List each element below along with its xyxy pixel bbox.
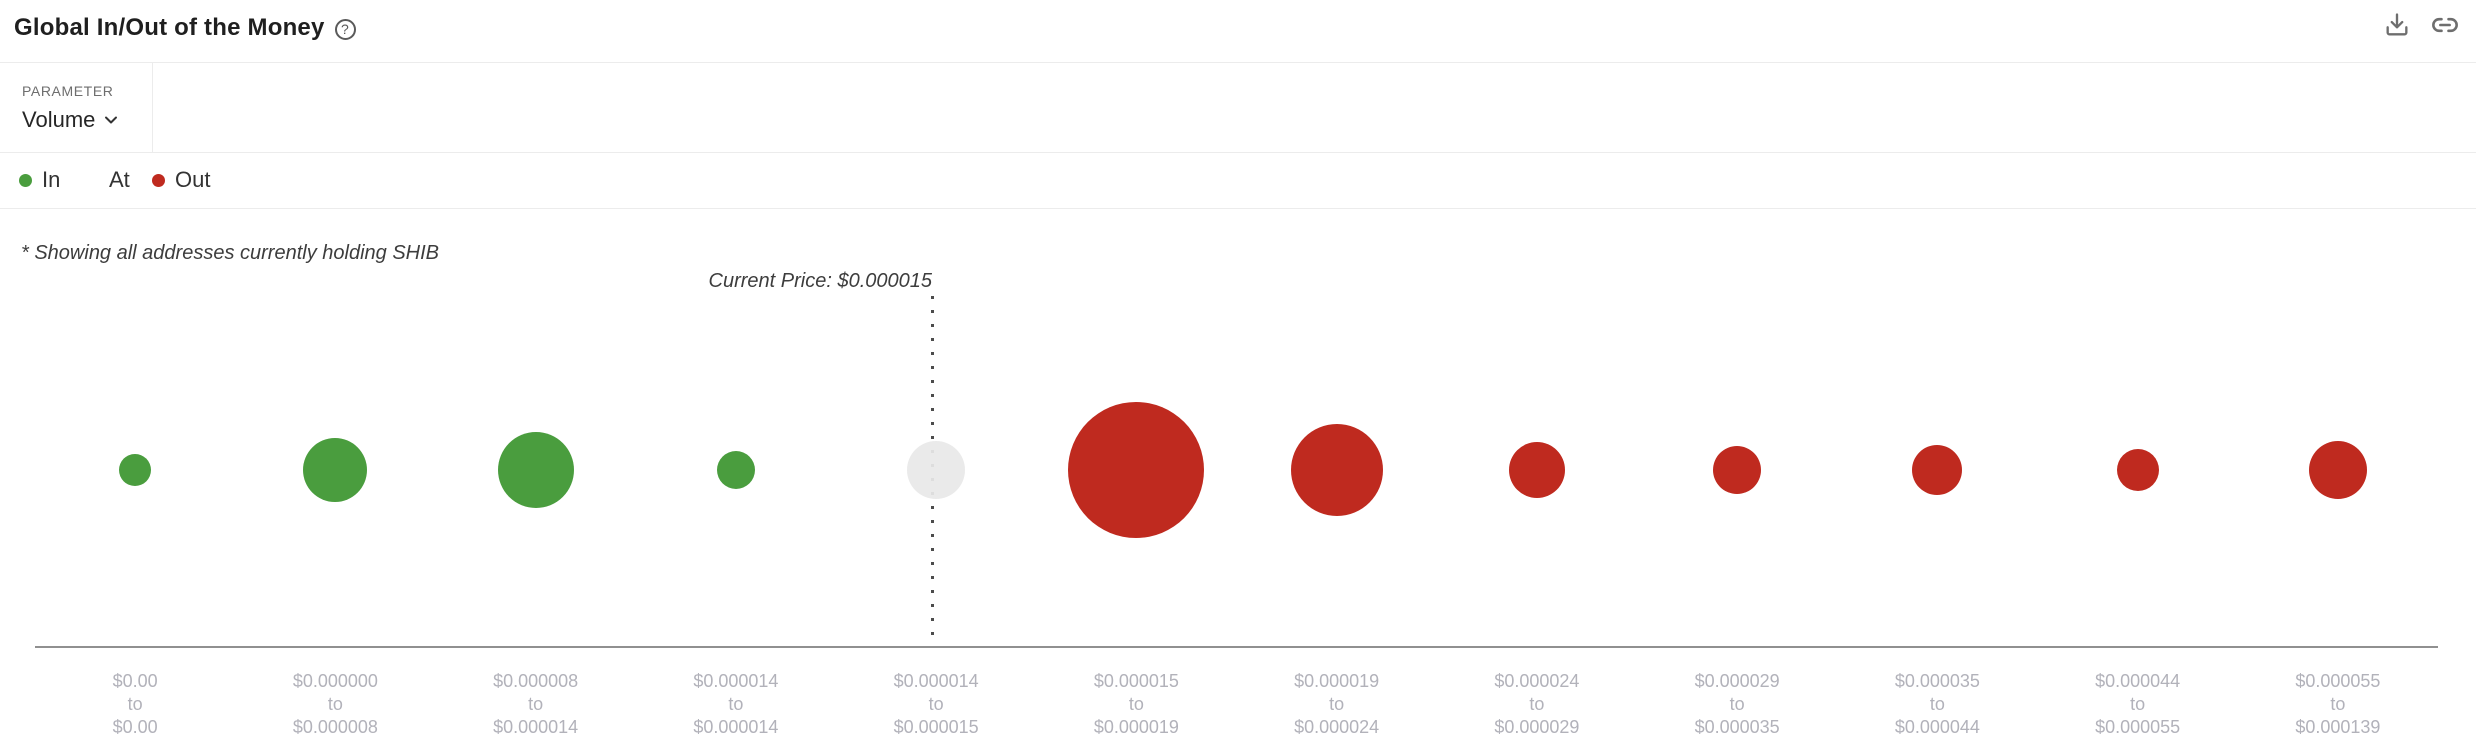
bubble-in[interactable] — [497, 432, 574, 508]
page-title-text: Global In/Out of the Money — [14, 14, 325, 41]
x-axis-label: $0.000044 to $0.000055 — [2038, 670, 2238, 739]
chart-note: * Showing all addresses currently holdin… — [21, 242, 439, 264]
x-axis-label: $0.000014 to $0.000014 — [636, 670, 836, 739]
current-price-annotation: Current Price: $0.000015 — [708, 270, 932, 292]
range-separator: to — [2330, 694, 2346, 714]
range-to: $0.000024 — [1294, 717, 1380, 737]
divider — [0, 152, 2476, 153]
range-to: $0.000029 — [1494, 717, 1580, 737]
bubble-out[interactable] — [1508, 442, 1565, 498]
range-separator: to — [1929, 694, 1945, 714]
x-axis-label: $0.000008 to $0.000014 — [436, 670, 636, 739]
divider — [0, 62, 2476, 63]
range-from: $0.000014 — [893, 671, 979, 691]
range-from: $0.000019 — [1294, 671, 1380, 691]
x-axis-label: $0.000055 to $0.000139 — [2238, 670, 2438, 739]
parameter-label: PARAMETER — [22, 83, 114, 99]
legend-dot — [86, 173, 99, 187]
bubble-out[interactable] — [1912, 445, 1963, 495]
legend-label: At — [109, 167, 130, 192]
bubble-in[interactable] — [716, 451, 755, 489]
help-icon[interactable]: ? — [334, 19, 356, 40]
header-actions — [2382, 10, 2460, 40]
range-from: $0.000014 — [693, 671, 779, 691]
range-to: $0.000035 — [1694, 717, 1780, 737]
bubble-out[interactable] — [1713, 446, 1762, 494]
range-from: $0.000000 — [292, 671, 378, 691]
range-from: $0.000035 — [1894, 671, 1980, 691]
x-axis-label: $0.000035 to $0.000044 — [1837, 670, 2037, 739]
range-separator: to — [1729, 694, 1745, 714]
bubble-chart: Current Price: $0.000015 $0.00 to $0.00 $0.… — [0, 208, 2476, 750]
range-from: $0.000044 — [2095, 671, 2181, 691]
range-separator: to — [1128, 694, 1144, 714]
download-icon — [2386, 13, 2408, 36]
bubble-out[interactable] — [2308, 441, 2367, 499]
range-to: $0.000019 — [1093, 717, 1179, 737]
chevron-down-icon — [105, 116, 118, 124]
range-to: $0.000008 — [292, 717, 378, 737]
range-to: $0.00 — [112, 717, 158, 737]
link-icon — [2432, 17, 2458, 33]
x-axis-label: $0.000024 to $0.000029 — [1437, 670, 1637, 739]
share-link-button[interactable] — [2430, 10, 2460, 40]
legend-item-in[interactable]: In — [19, 152, 60, 208]
legend-dot — [152, 173, 165, 187]
download-button[interactable] — [2382, 10, 2412, 40]
x-axis-label: $0.000019 to $0.000024 — [1237, 670, 1437, 739]
legend-item-out[interactable]: Out — [152, 152, 210, 208]
range-to: $0.000044 — [1894, 717, 1980, 737]
parameter-value: Volume — [22, 107, 96, 132]
bubble-out[interactable] — [1068, 402, 1205, 538]
range-from: $0.000029 — [1694, 671, 1780, 691]
range-to: $0.000055 — [2095, 717, 2181, 737]
parameter-dropdown[interactable]: Volume — [22, 107, 119, 133]
range-separator: to — [127, 694, 143, 714]
range-separator: to — [928, 694, 944, 714]
range-separator: to — [2130, 694, 2146, 714]
bubble-out[interactable] — [1290, 424, 1383, 516]
range-from: $0.000008 — [493, 671, 579, 691]
legend-dot — [19, 173, 32, 187]
range-separator: to — [728, 694, 744, 714]
range-separator: to — [1529, 694, 1545, 714]
range-to: $0.000014 — [693, 717, 779, 737]
x-axis-label: $0.000015 to $0.000019 — [1036, 670, 1236, 739]
divider — [0, 208, 2476, 209]
bubble-in[interactable] — [119, 454, 152, 486]
legend-label: Out — [175, 167, 211, 192]
range-to: $0.000015 — [893, 717, 979, 737]
x-axis-label: $0.000029 to $0.000035 — [1637, 670, 1837, 739]
range-from: $0.000055 — [2295, 671, 2381, 691]
x-axis-label: $0.00 to $0.00 — [35, 670, 235, 739]
x-axis-label: $0.000000 to $0.000008 — [235, 670, 435, 739]
bubble-at[interactable] — [907, 441, 966, 499]
range-separator: to — [1329, 694, 1345, 714]
range-from: $0.000024 — [1494, 671, 1580, 691]
page-title: Global In/Out of the Money? — [14, 14, 356, 42]
range-from: $0.000015 — [1093, 671, 1179, 691]
range-separator: to — [327, 694, 343, 714]
range-from: $0.00 — [112, 671, 158, 691]
x-axis-line — [35, 646, 2438, 648]
range-to: $0.000139 — [2295, 717, 2381, 737]
range-to: $0.000014 — [493, 717, 579, 737]
legend-item-at[interactable]: At — [86, 152, 130, 208]
parameter-panel: PARAMETER Volume — [0, 63, 153, 152]
bubble-out[interactable] — [2116, 449, 2159, 491]
legend-label: In — [42, 167, 61, 192]
chart-legend: In At Out — [0, 152, 2476, 208]
bubble-in[interactable] — [303, 438, 368, 502]
range-separator: to — [528, 694, 544, 714]
x-axis-label: $0.000014 to $0.000015 — [836, 670, 1036, 739]
